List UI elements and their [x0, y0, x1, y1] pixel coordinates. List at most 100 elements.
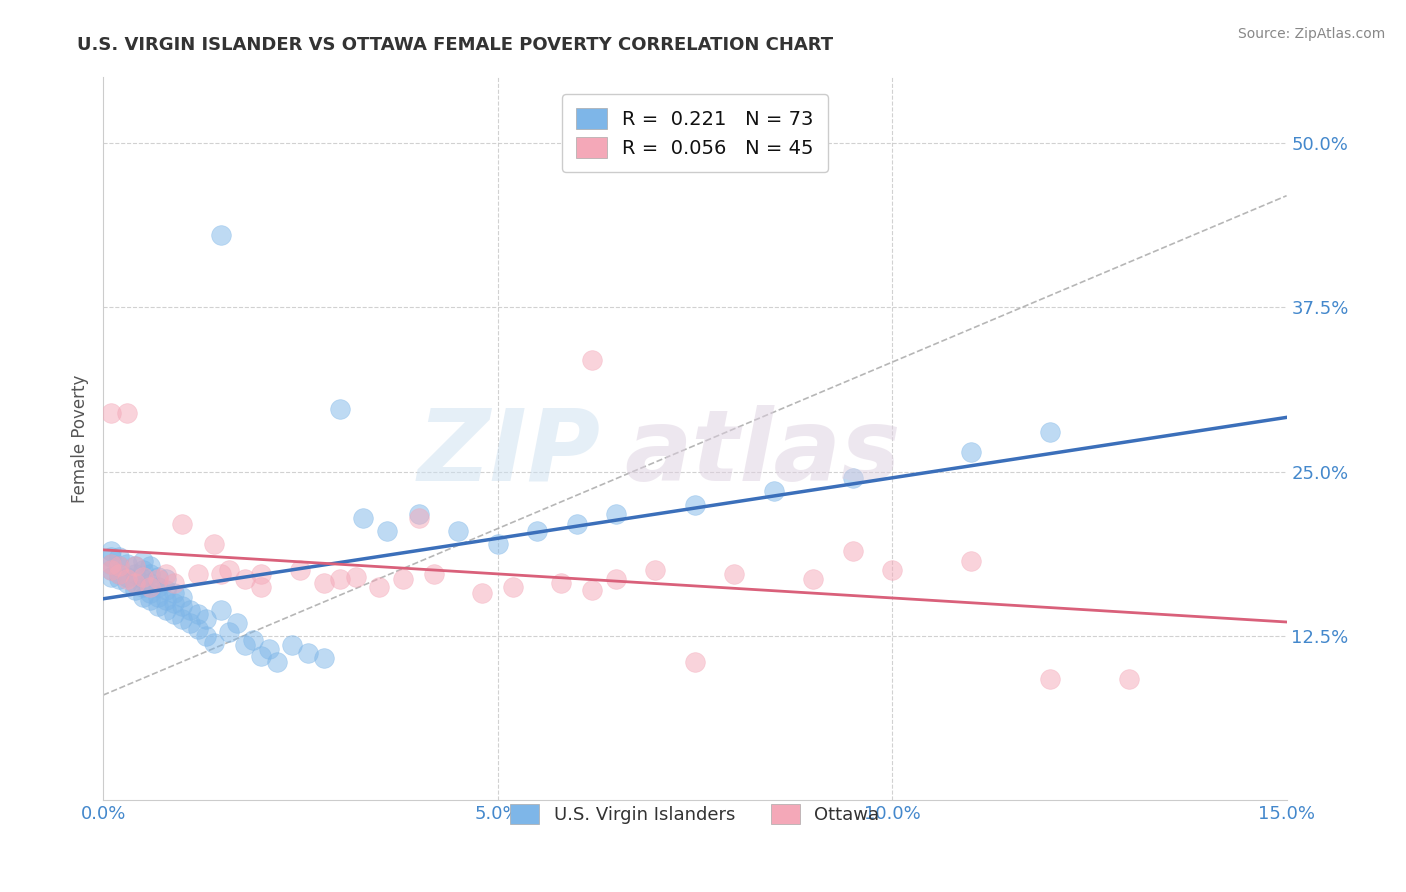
Point	[170, 517, 193, 532]
Point	[163, 596, 186, 610]
Point	[155, 593, 177, 607]
Text: U.S. VIRGIN ISLANDER VS OTTAWA FEMALE POVERTY CORRELATION CHART: U.S. VIRGIN ISLANDER VS OTTAWA FEMALE PO…	[77, 36, 834, 54]
Point	[502, 580, 524, 594]
Point	[202, 537, 225, 551]
Point	[226, 615, 249, 630]
Point	[801, 573, 824, 587]
Point	[108, 559, 131, 574]
Point	[124, 567, 146, 582]
Point	[139, 559, 162, 574]
Point	[581, 353, 603, 368]
Point	[115, 576, 138, 591]
Point	[124, 559, 146, 574]
Point	[218, 625, 240, 640]
Point	[233, 573, 256, 587]
Point	[960, 445, 983, 459]
Point	[124, 576, 146, 591]
Point	[148, 599, 170, 613]
Point	[108, 567, 131, 582]
Point	[392, 573, 415, 587]
Point	[115, 405, 138, 419]
Text: Source: ZipAtlas.com: Source: ZipAtlas.com	[1237, 27, 1385, 41]
Point	[683, 498, 706, 512]
Point	[124, 576, 146, 591]
Point	[218, 563, 240, 577]
Point	[124, 582, 146, 597]
Point	[131, 570, 153, 584]
Y-axis label: Female Poverty: Female Poverty	[72, 375, 89, 503]
Point	[605, 507, 627, 521]
Legend: U.S. Virgin Islanders, Ottawa: U.S. Virgin Islanders, Ottawa	[499, 793, 890, 835]
Point	[408, 510, 430, 524]
Point	[408, 507, 430, 521]
Point	[194, 612, 217, 626]
Point	[550, 576, 572, 591]
Point	[447, 524, 470, 538]
Point	[581, 582, 603, 597]
Point	[257, 642, 280, 657]
Point	[368, 580, 391, 594]
Point	[100, 550, 122, 565]
Point	[526, 524, 548, 538]
Point	[170, 612, 193, 626]
Point	[100, 570, 122, 584]
Point	[155, 602, 177, 616]
Point	[100, 405, 122, 419]
Point	[841, 471, 863, 485]
Point	[100, 557, 122, 571]
Point	[312, 651, 335, 665]
Text: ZIP: ZIP	[418, 405, 600, 502]
Point	[148, 573, 170, 587]
Point	[297, 646, 319, 660]
Point	[960, 554, 983, 568]
Point	[312, 576, 335, 591]
Point	[723, 567, 745, 582]
Point	[1039, 673, 1062, 687]
Point	[880, 563, 903, 577]
Point	[131, 554, 153, 568]
Point	[194, 629, 217, 643]
Point	[115, 557, 138, 571]
Point	[211, 602, 233, 616]
Point	[108, 550, 131, 565]
Point	[187, 567, 209, 582]
Point	[115, 573, 138, 587]
Text: atlas: atlas	[624, 405, 900, 502]
Point	[344, 570, 367, 584]
Point	[163, 585, 186, 599]
Point	[108, 573, 131, 587]
Point	[131, 580, 153, 594]
Point	[100, 563, 122, 577]
Point	[762, 484, 785, 499]
Point	[471, 585, 494, 599]
Point	[163, 576, 186, 591]
Point	[211, 567, 233, 582]
Point	[683, 655, 706, 669]
Point	[281, 638, 304, 652]
Point	[108, 567, 131, 582]
Point	[115, 570, 138, 584]
Point	[170, 599, 193, 613]
Point	[170, 590, 193, 604]
Point	[423, 567, 446, 582]
Point	[250, 567, 273, 582]
Point	[242, 632, 264, 647]
Point	[100, 563, 122, 577]
Point	[100, 557, 122, 571]
Point	[163, 607, 186, 621]
Point	[605, 573, 627, 587]
Point	[100, 543, 122, 558]
Point	[139, 567, 162, 582]
Point	[139, 580, 162, 594]
Point	[1118, 673, 1140, 687]
Point	[202, 635, 225, 649]
Point	[375, 524, 398, 538]
Point	[139, 576, 162, 591]
Point	[139, 585, 162, 599]
Point	[179, 615, 201, 630]
Point	[353, 510, 375, 524]
Point	[187, 607, 209, 621]
Point	[139, 593, 162, 607]
Point	[148, 580, 170, 594]
Point	[108, 559, 131, 574]
